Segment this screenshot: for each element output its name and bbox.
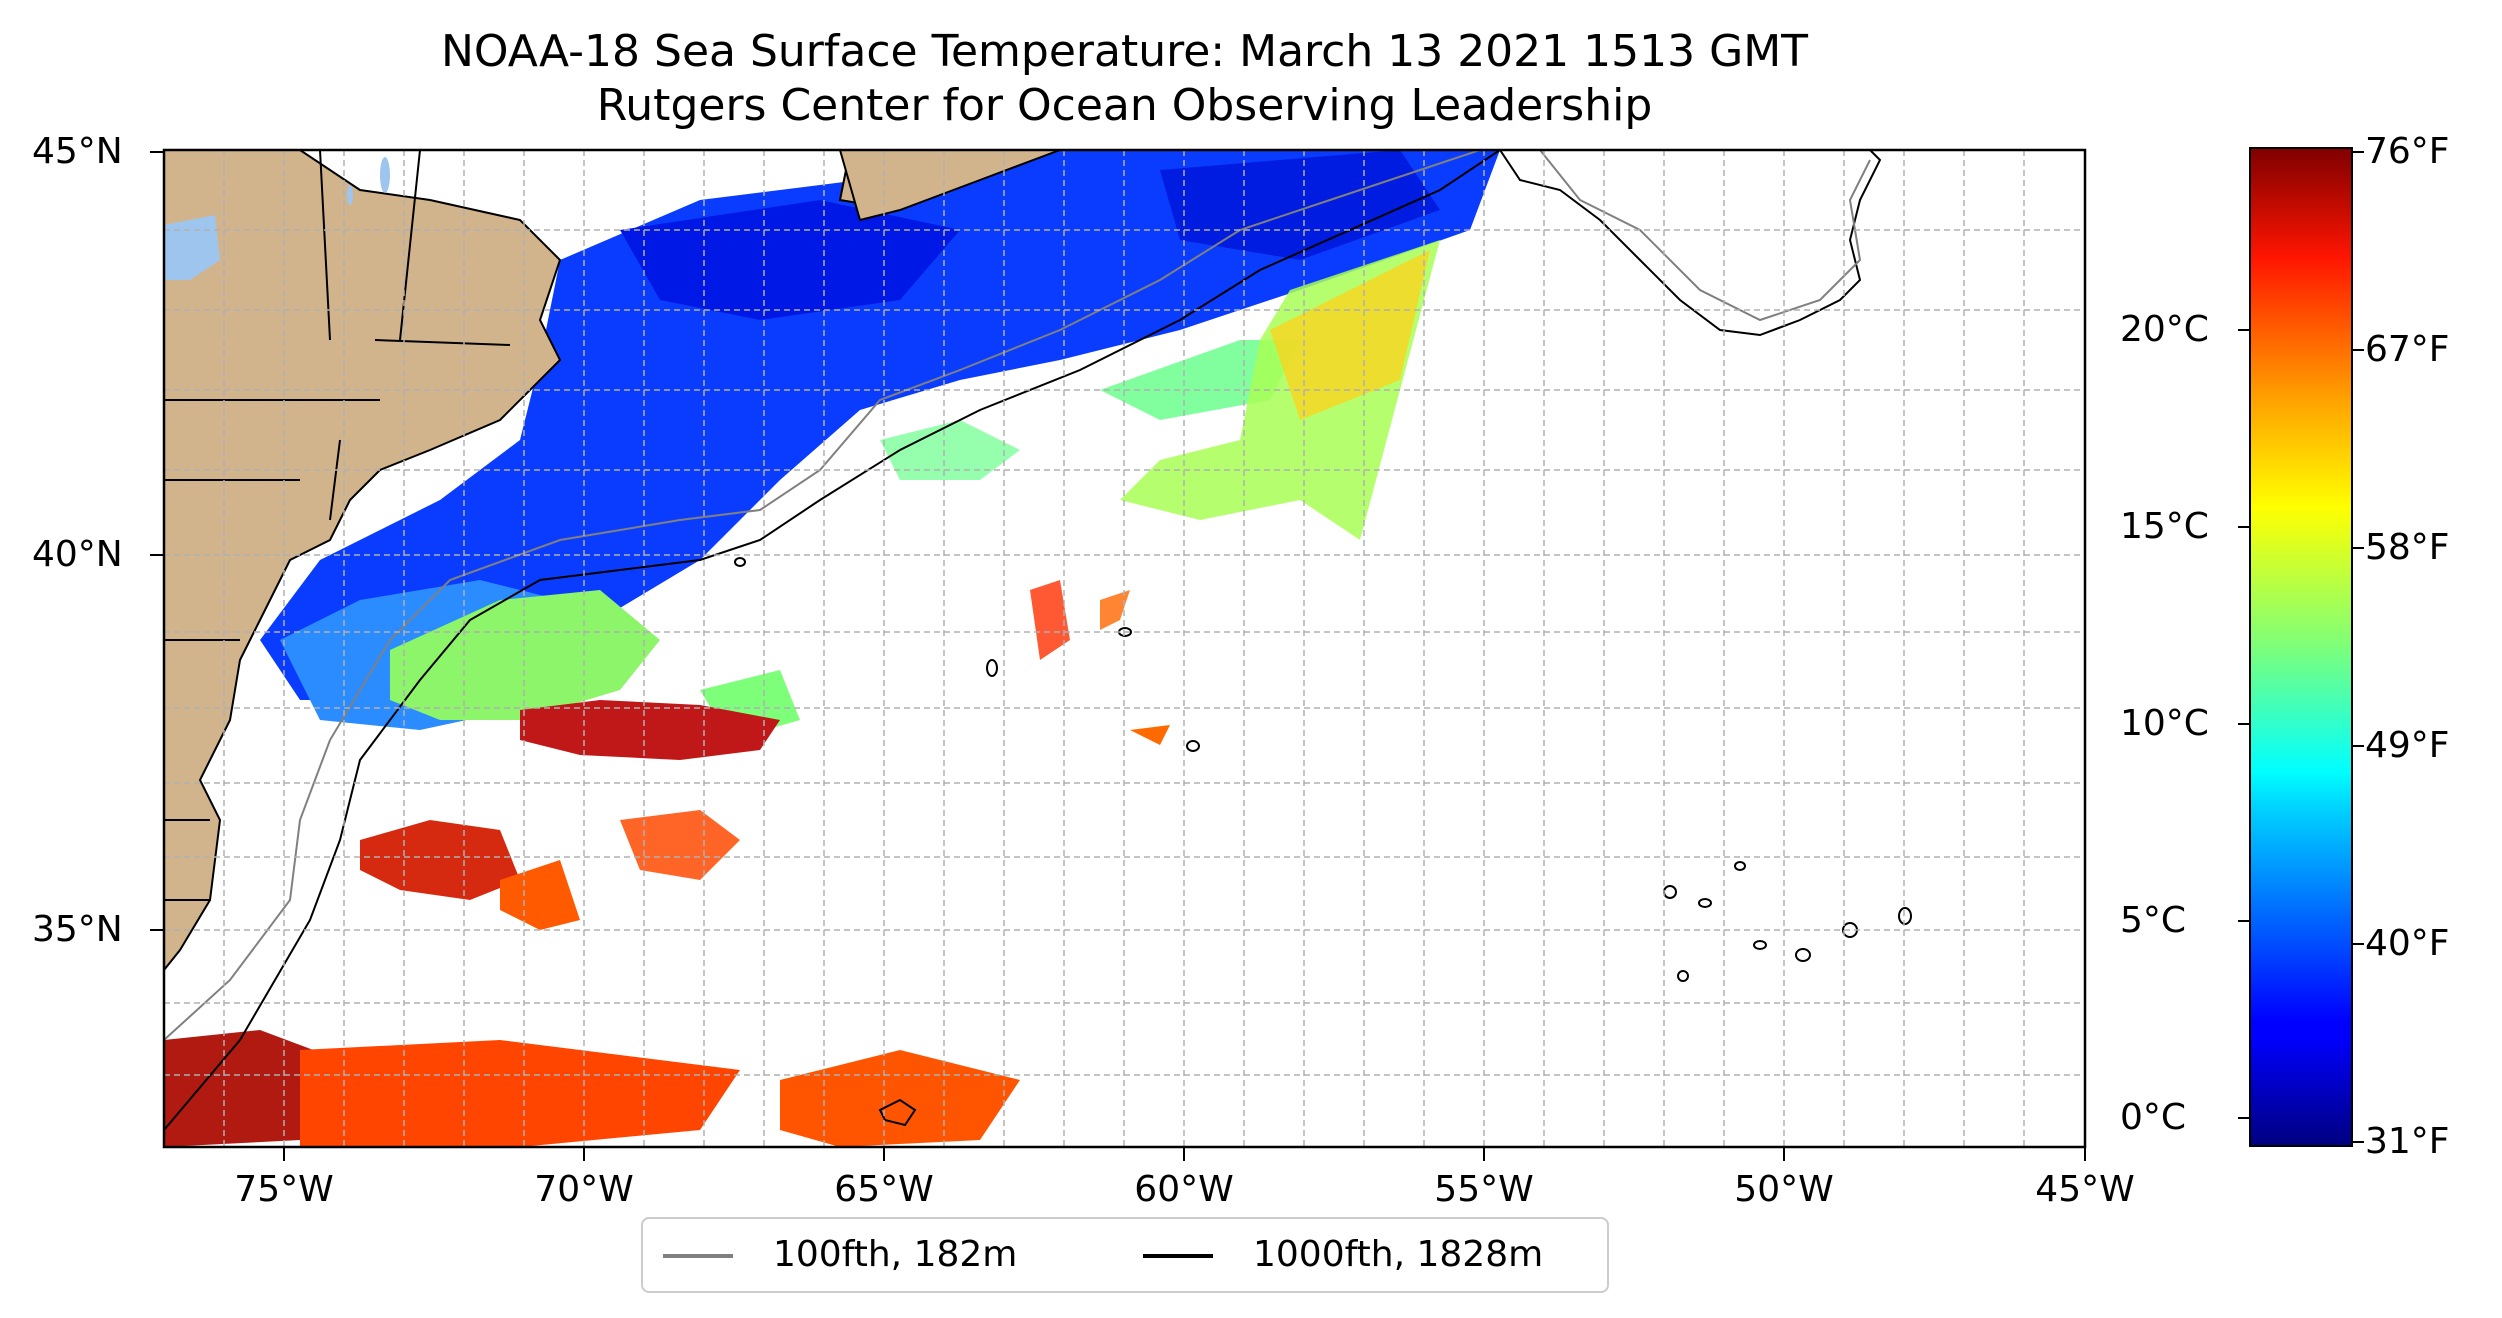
lat-label-45n: 45°N: [32, 131, 123, 172]
legend-line-black: [1143, 1254, 1213, 1258]
lon-label-55w: 55°W: [1434, 1169, 1534, 1210]
colorbar-f-label-58: 58°F: [2365, 527, 2450, 568]
coast-newfoundland: [1499, 150, 1882, 337]
map-title: NOAA-18 Sea Surface Temperature: March 1…: [440, 26, 1809, 77]
lon-label-75w: 75°W: [234, 1169, 334, 1210]
legend-label-100fth: 100fth, 182m: [773, 1234, 1018, 1275]
colorbar-f-label-76: 76°F: [2365, 131, 2450, 172]
lon-label-50w: 50°W: [1734, 1169, 1834, 1210]
isobath-1000fth: [164, 150, 1501, 1131]
lon-label-45w: 45°W: [2035, 1169, 2135, 1210]
colorbar-f-label-40: 40°F: [2365, 923, 2450, 964]
colorbar-f-label-49: 49°F: [2365, 725, 2450, 766]
lon-label-70w: 70°W: [534, 1169, 634, 1210]
state-borders: [164, 150, 511, 901]
isobath-100fth: [164, 150, 1871, 1041]
graticule: [164, 150, 2085, 1147]
legend: 100fth, 182m 1000fth, 1828m: [641, 1217, 1609, 1293]
lat-label-40n: 40°N: [32, 534, 123, 575]
colorbar: [2249, 147, 2353, 1147]
colorbar-ticks: [2238, 151, 2364, 1143]
colorbar-f-label-31: 31°F: [2365, 1121, 2450, 1162]
map-frame: [162, 148, 2087, 1149]
colorbar-f-label-67: 67°F: [2365, 329, 2450, 370]
lon-label-60w: 60°W: [1134, 1169, 1234, 1210]
land-nova-scotia: [838, 150, 1061, 222]
colorbar-c-label-15: 15°C: [2120, 506, 2209, 547]
legend-line-gray: [663, 1254, 733, 1258]
sst-warm: [164, 580, 1170, 1147]
colorbar-c-label-20: 20°C: [2120, 309, 2209, 350]
lon-label-65w: 65°W: [834, 1169, 934, 1210]
colorbar-c-label-0: 0°C: [2120, 1097, 2187, 1138]
axis-ticks: [150, 151, 2086, 1161]
legend-label-1000fth: 1000fth, 1828m: [1253, 1234, 1544, 1275]
lat-label-35n: 35°N: [32, 909, 123, 950]
map-subtitle: Rutgers Center for Ocean Observing Leade…: [596, 80, 1653, 131]
colorbar-c-label-10: 10°C: [2120, 703, 2209, 744]
lakes: [164, 157, 390, 280]
colorbar-c-label-5: 5°C: [2120, 900, 2187, 941]
